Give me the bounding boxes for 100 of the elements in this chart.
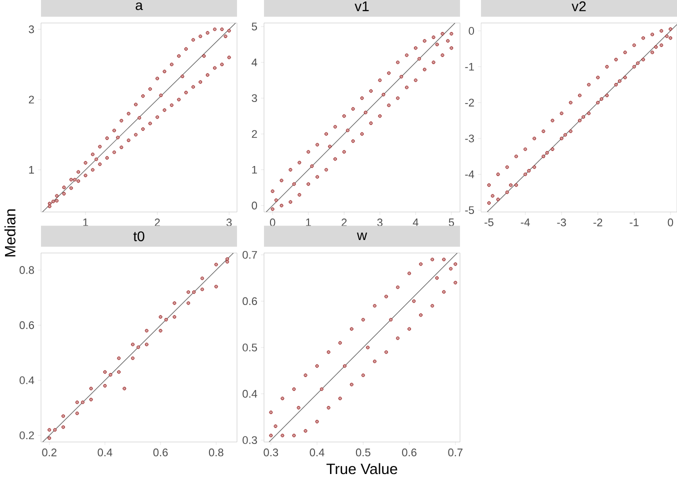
point: [587, 82, 591, 86]
y-tick-label: 0.4: [242, 390, 258, 398]
point: [144, 342, 148, 346]
point: [596, 100, 600, 104]
point: [524, 147, 528, 151]
point: [270, 207, 274, 211]
point: [560, 112, 564, 116]
point: [117, 370, 121, 374]
point: [164, 318, 168, 322]
point: [449, 266, 453, 270]
point: [131, 342, 135, 346]
y-tick-label: -2: [465, 98, 474, 106]
x-tick-label: 0: [668, 218, 674, 226]
point: [280, 178, 284, 182]
x-tick-label: 5: [448, 218, 454, 226]
y-tick-label: 2: [28, 96, 34, 104]
point: [587, 112, 591, 116]
point: [400, 74, 404, 78]
point: [550, 147, 554, 151]
point: [80, 400, 84, 404]
x-tick-label: 1: [83, 218, 88, 226]
point: [192, 290, 196, 294]
point: [387, 104, 391, 108]
point: [596, 76, 600, 80]
chart-title: v1: [354, 1, 369, 12]
point: [432, 60, 436, 64]
point: [361, 318, 365, 322]
point: [136, 345, 140, 349]
point: [274, 198, 278, 202]
point: [316, 175, 320, 179]
point: [53, 428, 57, 432]
point: [382, 92, 386, 96]
x-tick-label: 0.7: [448, 448, 462, 456]
point: [490, 194, 494, 198]
point: [304, 429, 308, 433]
point: [414, 46, 418, 50]
chart-title: w: [356, 232, 368, 240]
point: [435, 276, 439, 280]
x-tick-label: 0.3: [264, 448, 278, 456]
point: [369, 121, 373, 125]
point: [172, 315, 176, 319]
point: [280, 434, 284, 438]
x-tick-label: 0.4: [310, 448, 324, 456]
point: [641, 58, 645, 62]
point: [378, 78, 382, 82]
point: [430, 304, 434, 308]
y-tick-label: -4: [465, 170, 474, 178]
y-tick-label: 1: [252, 166, 257, 174]
point: [560, 136, 564, 140]
point: [372, 360, 376, 364]
point: [144, 328, 148, 332]
point: [226, 260, 230, 264]
point: [387, 71, 391, 75]
x-tick-label: -5: [484, 218, 494, 226]
point: [333, 157, 337, 161]
point: [200, 276, 204, 280]
point: [131, 356, 135, 360]
x-tick-label: 0.6: [153, 448, 168, 456]
point: [568, 130, 572, 134]
point: [618, 79, 622, 83]
point: [89, 386, 93, 390]
y-tick-label: -5: [465, 206, 474, 214]
point: [396, 96, 400, 100]
point: [372, 304, 376, 308]
point: [396, 286, 400, 290]
point: [563, 133, 567, 137]
point: [614, 82, 618, 86]
point: [417, 57, 421, 61]
point: [487, 201, 491, 205]
point: [214, 284, 218, 288]
point: [315, 420, 319, 424]
x-tick-label: 0.4: [98, 448, 112, 456]
point: [269, 410, 273, 414]
point: [641, 36, 645, 40]
point: [542, 154, 546, 158]
point: [304, 374, 308, 378]
point: [288, 200, 292, 204]
point: [396, 60, 400, 64]
point: [632, 43, 636, 47]
point: [360, 132, 364, 136]
y-tick-label: 0.5: [242, 344, 257, 352]
point: [582, 115, 586, 119]
point: [342, 364, 346, 368]
x-tick-label: 0: [270, 218, 276, 226]
y-tick-label: 1: [29, 166, 34, 174]
point: [636, 61, 640, 65]
point: [296, 406, 300, 410]
point: [419, 262, 423, 266]
y-tick-label: 0.6: [242, 297, 257, 306]
point: [632, 64, 636, 68]
point: [384, 294, 388, 298]
point: [446, 39, 450, 43]
point: [578, 94, 582, 98]
point: [505, 190, 509, 194]
point: [280, 204, 284, 208]
x-axis-title: True Value: [326, 463, 398, 474]
point: [404, 86, 408, 90]
point: [450, 32, 454, 36]
point: [288, 168, 292, 172]
point: [315, 364, 319, 368]
